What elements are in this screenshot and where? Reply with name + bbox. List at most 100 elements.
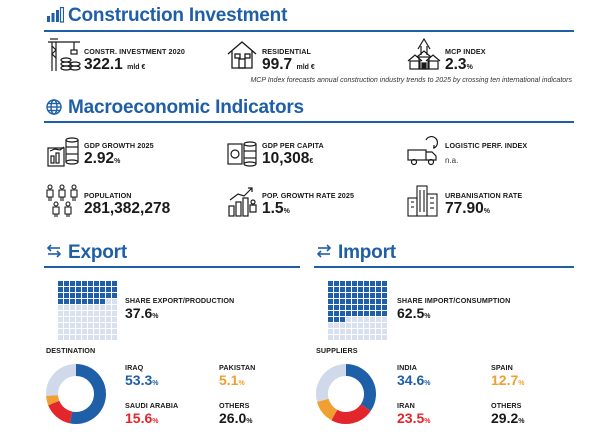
share-cell	[339, 328, 346, 335]
share-cell	[351, 316, 358, 323]
share-cell	[363, 292, 370, 299]
export-item-1-name: IRAQ	[125, 363, 144, 372]
share-cell	[375, 334, 382, 341]
share-cell	[81, 286, 88, 293]
share-cell	[105, 328, 112, 335]
export-item-1-value: 53.3%	[125, 372, 159, 388]
share-cell	[93, 310, 100, 317]
share-cell	[75, 328, 82, 335]
share-cell	[63, 328, 70, 335]
share-cell	[369, 298, 376, 305]
construction-title: Construction Investment	[68, 5, 288, 26]
share-cell	[381, 334, 388, 341]
share-cell	[81, 292, 88, 299]
mcp-note: MCP Index forecasts annual construction …	[250, 77, 572, 84]
import-item-2-name: SPAIN	[491, 363, 513, 372]
share-cell	[87, 286, 94, 293]
share-cell	[75, 281, 82, 287]
share-cell	[333, 316, 340, 323]
share-cell	[369, 316, 376, 323]
share-cell	[357, 286, 364, 293]
share-cell	[87, 292, 94, 299]
share-cell	[375, 322, 382, 329]
residential-label: RESIDENTIAL	[262, 47, 312, 56]
share-cell	[93, 316, 100, 323]
share-cell	[99, 328, 106, 335]
share-cell	[111, 334, 118, 341]
share-cell	[381, 322, 388, 329]
city-buildings-icon	[406, 182, 440, 218]
share-cell	[69, 286, 76, 293]
share-cell	[381, 316, 388, 323]
export-item-4-name: OTHERS	[219, 401, 250, 410]
share-cell	[375, 298, 382, 305]
money-person-icon	[226, 134, 260, 168]
globe-icon	[46, 99, 62, 115]
import-donut-slice-others	[316, 364, 347, 402]
share-cell	[345, 298, 352, 305]
share-cell	[369, 310, 376, 317]
export-share-grid	[58, 281, 118, 341]
share-cell	[93, 304, 100, 311]
share-cell	[369, 286, 376, 293]
share-cell	[369, 334, 376, 341]
share-cell	[328, 286, 334, 293]
share-cell	[111, 316, 118, 323]
share-cell	[99, 310, 106, 317]
share-cell	[58, 286, 64, 293]
share-cell	[345, 281, 352, 287]
export-title: Export	[68, 242, 127, 263]
share-cell	[99, 316, 106, 323]
share-cell	[375, 310, 382, 317]
share-cell	[111, 286, 118, 293]
import-donut-chart	[316, 364, 376, 424]
share-cell	[363, 304, 370, 311]
import-item-1-name: INDIA	[397, 363, 418, 372]
share-cell	[357, 304, 364, 311]
share-cell	[333, 304, 340, 311]
share-cell	[69, 298, 76, 305]
share-cell	[111, 322, 118, 329]
share-cell	[69, 334, 76, 341]
share-cell	[75, 322, 82, 329]
share-cell	[69, 316, 76, 323]
import-item-2-value: 12.7%	[491, 372, 525, 388]
share-cell	[369, 328, 376, 335]
share-cell	[381, 304, 388, 311]
share-cell	[81, 298, 88, 305]
share-cell	[357, 316, 364, 323]
share-cell	[99, 286, 106, 293]
share-cell	[63, 292, 70, 299]
share-cell	[63, 298, 70, 305]
share-cell	[339, 298, 346, 305]
share-cell	[333, 298, 340, 305]
share-cell	[328, 334, 334, 341]
share-cell	[375, 328, 382, 335]
import-donut-slice-spain	[317, 398, 338, 421]
share-cell	[81, 334, 88, 341]
export-item-2-value: 5.1%	[219, 372, 245, 388]
export-item-3-name: SAUDI ARABIA	[125, 401, 179, 410]
share-cell	[333, 286, 340, 293]
share-cell	[351, 304, 358, 311]
share-cell	[345, 286, 352, 293]
population-label: POPULATION	[84, 191, 132, 200]
share-cell	[58, 292, 64, 299]
share-cell	[357, 322, 364, 329]
share-cell	[99, 281, 106, 287]
share-cell	[381, 281, 388, 287]
share-cell	[87, 304, 94, 311]
share-cell	[58, 334, 64, 341]
share-cell	[58, 304, 64, 311]
share-cell	[345, 322, 352, 329]
share-cell	[333, 322, 340, 329]
crane-coins-icon	[46, 38, 82, 72]
share-cell	[328, 304, 334, 311]
share-cell	[58, 316, 64, 323]
import-donut-slice-india	[345, 364, 376, 412]
share-cell	[339, 292, 346, 299]
share-cell	[99, 322, 106, 329]
import-item-3-name: IRAN	[397, 401, 415, 410]
share-cell	[328, 310, 334, 317]
share-cell	[381, 310, 388, 317]
